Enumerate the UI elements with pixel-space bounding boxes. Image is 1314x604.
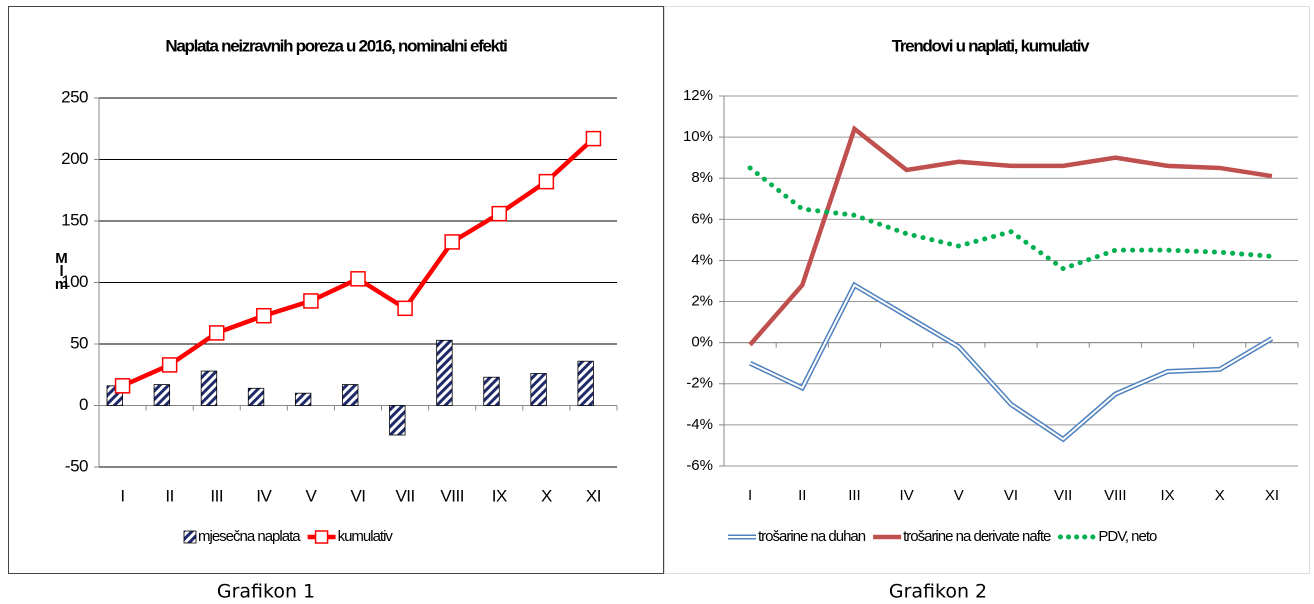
x-tick-label: IV bbox=[900, 487, 914, 504]
chart-title: Trendovi u naplati, kumulativ bbox=[892, 36, 1090, 55]
marker bbox=[208, 325, 225, 341]
marker bbox=[303, 293, 319, 309]
x-tick-label: V bbox=[954, 487, 964, 504]
x-tick-label: VII bbox=[395, 486, 414, 505]
legend-label: kumulativ bbox=[338, 528, 394, 545]
x-tick-label: VI bbox=[1004, 487, 1018, 504]
marker bbox=[585, 130, 602, 147]
legend-swatch bbox=[314, 530, 329, 544]
y-tick-label: 50 bbox=[70, 333, 88, 352]
legend-label: trošarine na derivate nafte bbox=[903, 528, 1051, 545]
y-tick-label: -50 bbox=[65, 456, 88, 475]
y-tick-label: 10% bbox=[683, 128, 713, 145]
y-tick-label: -6% bbox=[686, 457, 713, 474]
marker bbox=[161, 357, 178, 373]
x-tick-label: III bbox=[848, 487, 861, 504]
x-tick-label: I bbox=[748, 487, 752, 504]
x-tick-label: VI bbox=[350, 486, 365, 505]
bar bbox=[247, 387, 265, 406]
bar bbox=[577, 360, 594, 406]
x-tick-label: X bbox=[541, 486, 552, 505]
marker bbox=[256, 307, 272, 324]
chart-frame bbox=[8, 6, 664, 574]
y-tick-label: 250 bbox=[61, 87, 88, 106]
line-inner bbox=[749, 283, 1273, 441]
marker bbox=[538, 173, 555, 190]
caption: Grafikon 2 bbox=[889, 581, 987, 603]
caption: Grafikon 1 bbox=[217, 581, 315, 603]
chart-frame bbox=[664, 6, 1310, 574]
legend-label: trošarine na duhan bbox=[758, 528, 866, 545]
line bbox=[747, 165, 1275, 272]
y-tick-label: 100 bbox=[61, 272, 88, 291]
legend-label: PDV, neto bbox=[1098, 528, 1157, 545]
x-tick-label: IX bbox=[1160, 487, 1174, 504]
marker bbox=[444, 234, 460, 250]
y-tick-label: 6% bbox=[691, 210, 713, 227]
marker bbox=[114, 378, 131, 394]
x-tick-label: IX bbox=[492, 486, 507, 505]
y-tick-label: 12% bbox=[683, 87, 713, 104]
x-tick-label: XI bbox=[586, 486, 601, 505]
x-tick-label: VII bbox=[1054, 487, 1072, 504]
y-tick-label: 150 bbox=[61, 210, 88, 229]
bar bbox=[342, 384, 359, 406]
y-tick-label: 8% bbox=[691, 169, 713, 186]
bar bbox=[436, 339, 453, 406]
bar bbox=[483, 376, 500, 406]
legend-swatch bbox=[183, 530, 197, 544]
y-tick-label: 4% bbox=[691, 251, 713, 268]
line-outline bbox=[749, 281, 1274, 443]
x-tick-label: XI bbox=[1265, 487, 1279, 504]
x-tick-label: IV bbox=[256, 486, 272, 505]
marker bbox=[397, 300, 413, 317]
x-tick-label: V bbox=[305, 486, 317, 505]
y-tick-label: 200 bbox=[61, 149, 88, 168]
line bbox=[121, 136, 595, 388]
y-tick-label: -4% bbox=[686, 416, 713, 433]
x-tick-label: III bbox=[210, 486, 223, 505]
bar bbox=[200, 370, 218, 406]
x-tick-label: II bbox=[165, 486, 173, 505]
y-tick-label: 0 bbox=[79, 395, 88, 414]
bar bbox=[294, 392, 312, 406]
x-tick-label: II bbox=[798, 487, 806, 504]
chart-title: Naplata neizravnih poreza u 2016, nomina… bbox=[165, 36, 507, 55]
x-tick-label: VIII bbox=[440, 486, 464, 505]
y-tick-label: 2% bbox=[691, 293, 713, 310]
x-tick-label: X bbox=[1215, 487, 1225, 504]
bar bbox=[389, 405, 406, 436]
x-tick-label: VIII bbox=[1104, 487, 1127, 504]
legend-label: mjesečna naplata bbox=[198, 528, 301, 545]
marker bbox=[491, 205, 508, 222]
line bbox=[748, 125, 1273, 347]
bar bbox=[530, 373, 547, 406]
x-tick-label: I bbox=[120, 486, 124, 505]
y-tick-label: -2% bbox=[686, 375, 713, 392]
bar bbox=[153, 384, 171, 406]
y-axis-label: Mlm bbox=[53, 250, 70, 289]
y-tick-label: 0% bbox=[691, 334, 713, 351]
marker bbox=[350, 271, 366, 287]
